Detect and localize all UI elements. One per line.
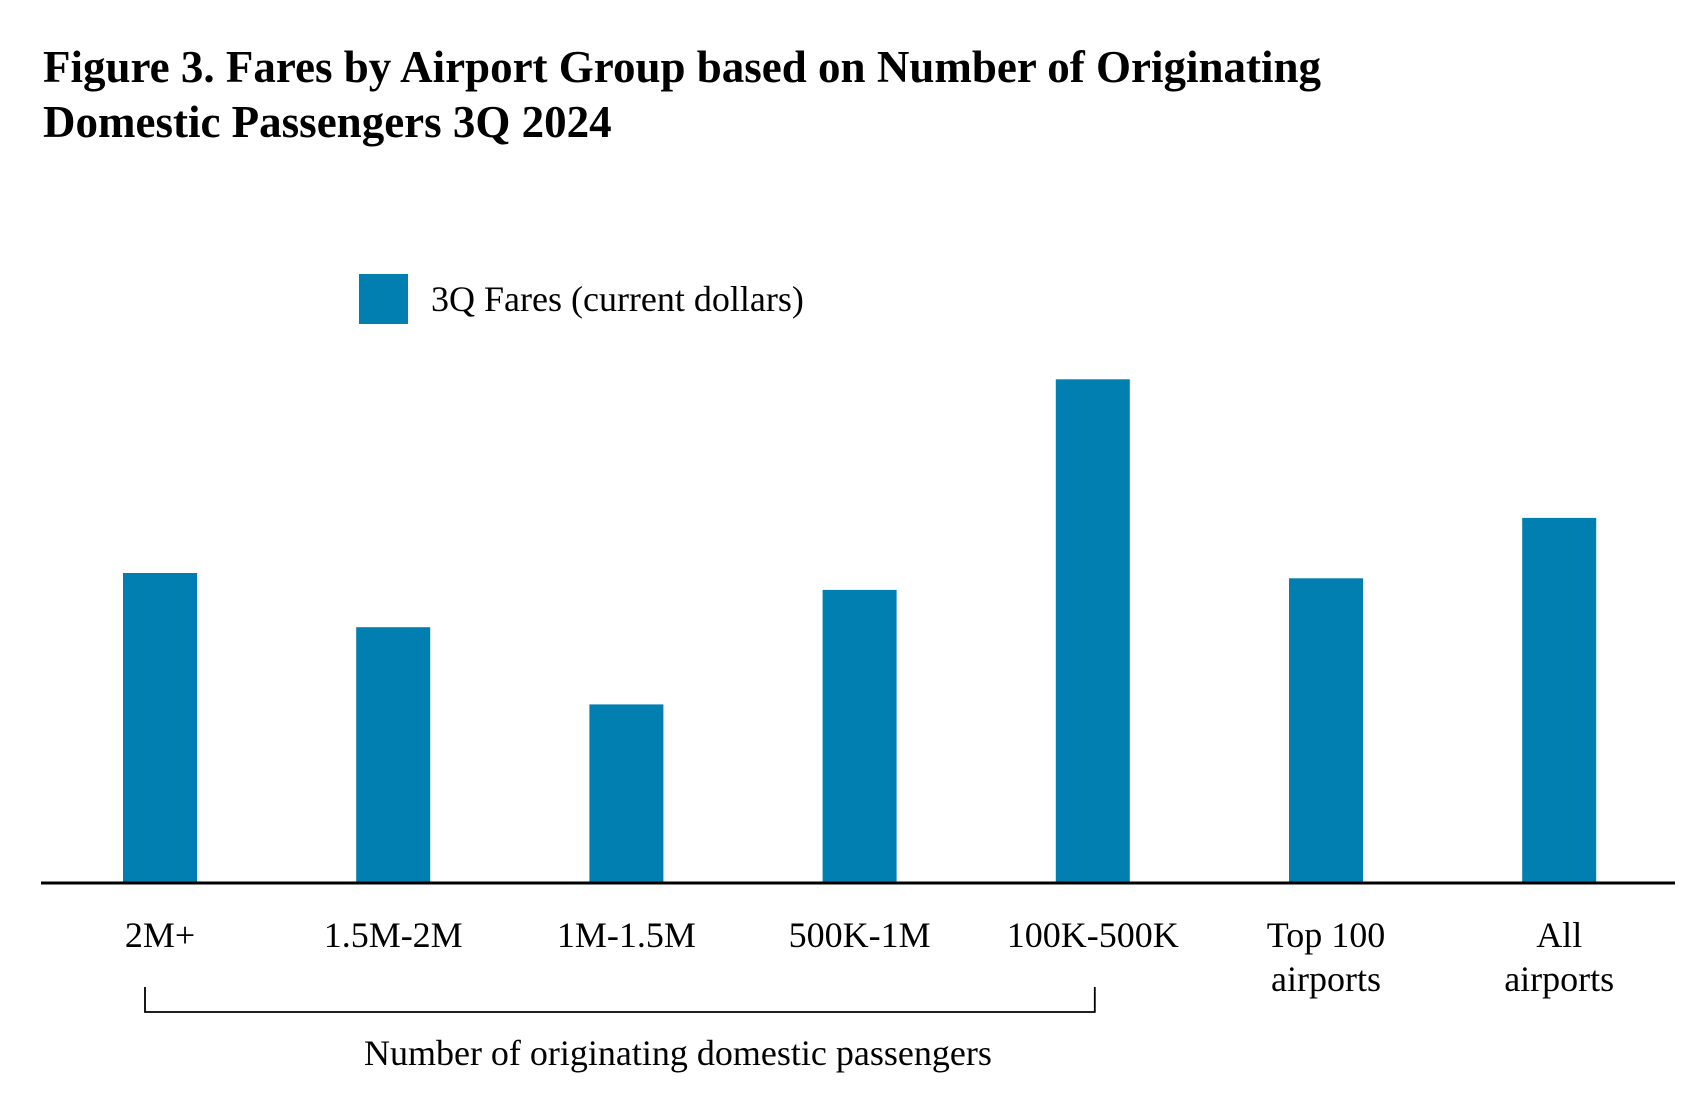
x-tick-label-line: 2M+ — [125, 915, 195, 955]
x-tick-label-line: airports — [1504, 959, 1614, 999]
x-tick-label: 500K-1M — [789, 915, 931, 955]
x-tick-label: 2M+ — [125, 915, 195, 955]
group-bracket: Number of originating domestic passenger… — [144, 987, 1096, 1073]
x-tick-labels: 2M+ 1.5M-2M 1M-1.5M 500K-1M 100K-500K Top 100… — [125, 915, 1614, 999]
bar — [589, 704, 664, 883]
x-tick-label-line: 100K-500K — [1007, 915, 1179, 955]
bar — [123, 573, 197, 883]
bar — [1522, 517, 1597, 883]
x-tick-label: Top 100 airports — [1267, 915, 1385, 999]
chart-title-line-2: Domestic Passengers 3Q 2024 — [43, 97, 612, 147]
x-tick-label-line: 1M-1.5M — [557, 915, 696, 955]
group-bracket-label: Number of originating domestic passenger… — [364, 1033, 992, 1073]
group-bracket-line — [144, 987, 1096, 1013]
x-tick-label: 100K-500K — [1007, 915, 1179, 955]
legend: 3Q Fares (current dollars) — [359, 274, 804, 324]
bar — [356, 627, 431, 883]
x-tick-label: 1M-1.5M — [557, 915, 696, 955]
x-tick-label: All airports — [1504, 915, 1614, 999]
x-tick-label-line: 500K-1M — [789, 915, 931, 955]
bar — [822, 589, 897, 883]
legend-swatch — [359, 274, 408, 324]
legend-label: 3Q Fares (current dollars) — [431, 279, 804, 319]
chart-title: Figure 3. Fares by Airport Group based o… — [43, 40, 1543, 150]
bar — [1055, 379, 1130, 883]
x-tick-label-line: airports — [1271, 959, 1381, 999]
x-tick-label: 1.5M-2M — [324, 915, 463, 955]
bar — [1289, 578, 1363, 883]
x-tick-label-line: 1.5M-2M — [324, 915, 463, 955]
bars — [123, 379, 1597, 883]
x-tick-label-line: Top 100 — [1267, 915, 1385, 955]
x-tick-label-line: All — [1536, 915, 1582, 955]
chart-title-line-1: Figure 3. Fares by Airport Group based o… — [43, 42, 1321, 92]
